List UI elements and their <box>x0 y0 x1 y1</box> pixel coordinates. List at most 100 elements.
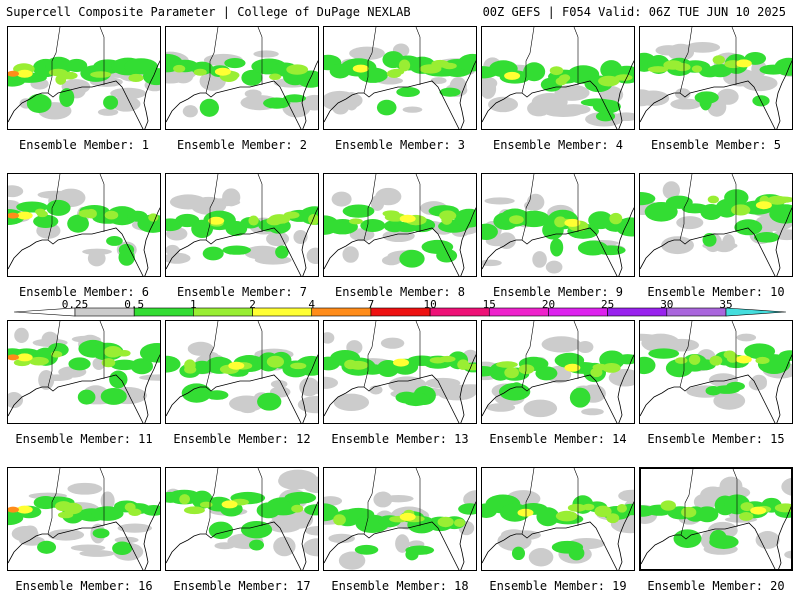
state-border <box>731 27 737 85</box>
scp-contour-0.25 <box>716 88 739 105</box>
scp-contour-1 <box>598 75 620 87</box>
scp-contour-0.5 <box>100 387 127 405</box>
scp-contour-1 <box>63 502 83 515</box>
scp-contour-0.25 <box>581 408 604 416</box>
state-border <box>363 468 377 535</box>
ensemble-member-map[interactable] <box>323 173 477 277</box>
coastline <box>640 80 776 129</box>
scp-contour-1 <box>291 504 304 513</box>
ensemble-member-map[interactable] <box>7 320 161 424</box>
coastline <box>482 227 618 276</box>
scp-contour-0.5 <box>118 248 135 266</box>
scp-contour-0.5 <box>399 249 425 268</box>
scp-contour-0.25 <box>576 340 594 354</box>
coastline <box>324 374 460 423</box>
scp-contour-0.25 <box>214 542 235 550</box>
scp-contour-1 <box>183 506 205 515</box>
scp-contour-0.5 <box>673 529 702 549</box>
scp-contour-0.25 <box>117 523 153 533</box>
run-info: 00Z GEFS | F054 Valid: 06Z TUE JUN 10 20… <box>482 5 786 19</box>
scp-contour-0.25 <box>450 384 476 395</box>
scp-contour-0.25 <box>14 327 29 343</box>
ensemble-member-map[interactable] <box>165 26 319 130</box>
ensemble-member-map[interactable] <box>481 26 635 130</box>
scp-contour-4 <box>8 506 19 513</box>
scp-contour-2 <box>214 67 231 76</box>
scp-contour-0.5 <box>753 232 780 243</box>
ensemble-member-map[interactable] <box>639 320 793 424</box>
scp-contour-1 <box>50 350 63 358</box>
scp-contour-0.25 <box>70 544 106 552</box>
scp-contour-0.25 <box>190 196 227 215</box>
ensemble-member-map[interactable] <box>165 467 319 571</box>
scp-contour-1 <box>290 362 307 370</box>
ensemble-member-map[interactable] <box>639 173 793 277</box>
scp-contour-0.5 <box>376 99 397 116</box>
scp-contour-1 <box>266 355 285 368</box>
scp-contour-map <box>641 469 791 569</box>
ensemble-member-map[interactable] <box>7 26 161 130</box>
scp-contour-0.25 <box>482 259 502 267</box>
state-border <box>205 27 219 94</box>
scp-contour-1 <box>78 209 97 218</box>
coastline <box>166 227 302 276</box>
scp-contour-0.5 <box>360 218 386 232</box>
scp-contour-0.25 <box>110 87 147 100</box>
scp-contour-0.5 <box>275 245 289 259</box>
scp-contour-0.5 <box>37 540 57 554</box>
scp-contour-1 <box>179 494 190 505</box>
scp-contour-1 <box>439 355 456 363</box>
scp-contour-map <box>8 27 160 129</box>
scp-contour-0.25 <box>722 234 735 252</box>
ensemble-member-map[interactable] <box>481 173 635 277</box>
scp-contour-1 <box>723 350 736 359</box>
scp-contour-1 <box>773 196 792 203</box>
scp-contour-1 <box>439 210 457 221</box>
ensemble-member-label: Ensemble Member: 12 <box>173 432 311 446</box>
ensemble-member-label: Ensemble Member: 1 <box>18 138 150 152</box>
state-border <box>731 174 737 232</box>
scp-contour-0.25 <box>755 531 780 549</box>
scp-contour-1 <box>124 502 136 512</box>
state-border <box>731 321 737 379</box>
scp-contour-0.25 <box>674 88 691 100</box>
scp-contour-0.25 <box>324 376 339 389</box>
state-border <box>99 174 105 232</box>
scp-contour-0.5 <box>342 204 375 218</box>
scp-contour-0.25 <box>244 245 281 260</box>
scp-contour-1 <box>308 213 318 225</box>
ensemble-member-map[interactable] <box>7 467 161 571</box>
scp-contour-1 <box>389 68 405 75</box>
ensemble-member-map[interactable] <box>481 320 635 424</box>
scp-contour-0.5 <box>436 248 458 263</box>
scp-contour-0.25 <box>662 181 681 200</box>
ensemble-member-map[interactable] <box>481 467 635 571</box>
scp-contour-2 <box>399 214 416 223</box>
ensemble-member-map[interactable] <box>323 320 477 424</box>
state-border <box>257 321 263 379</box>
ensemble-member-map[interactable] <box>323 467 477 571</box>
scp-contour-1 <box>504 367 519 379</box>
scp-contour-0.5 <box>458 53 476 72</box>
ensemble-member-label: Ensemble Member: 17 <box>173 579 311 593</box>
color-legend <box>13 307 787 317</box>
ensemble-member-map[interactable] <box>639 467 793 571</box>
scp-contour-1 <box>518 364 535 375</box>
scp-contour-4 <box>8 212 19 219</box>
coastline <box>324 521 460 570</box>
scp-contour-0.25 <box>270 380 288 389</box>
scp-contour-0.5 <box>130 358 154 375</box>
legend-color-swatch <box>252 307 313 317</box>
ensemble-member-map[interactable] <box>323 26 477 130</box>
ensemble-member-map[interactable] <box>7 173 161 277</box>
ensemble-member-map[interactable] <box>165 173 319 277</box>
scp-contour-1 <box>248 215 259 226</box>
scp-contour-0.25 <box>670 98 702 110</box>
coastline <box>8 521 144 570</box>
scp-contour-0.25 <box>331 99 350 115</box>
ensemble-member-map[interactable] <box>639 26 793 130</box>
ensemble-member-map[interactable] <box>165 320 319 424</box>
scp-contour-0.25 <box>97 108 119 116</box>
scp-contour-0.5 <box>713 385 740 394</box>
scp-contour-0.5 <box>695 506 719 523</box>
